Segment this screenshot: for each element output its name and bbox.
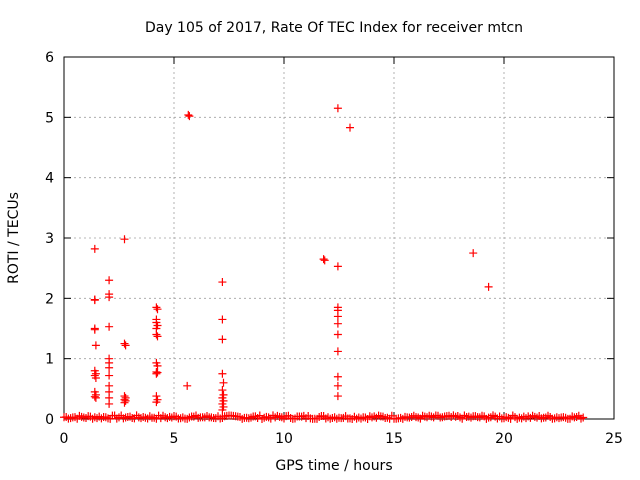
data-point	[333, 330, 342, 339]
data-points	[60, 104, 588, 423]
data-point	[333, 381, 342, 390]
data-point	[579, 413, 588, 422]
data-point	[184, 110, 193, 119]
data-point	[152, 330, 161, 339]
x-tick-label: 25	[605, 431, 623, 447]
x-tick-label: 5	[170, 431, 179, 447]
data-point	[152, 369, 161, 378]
x-tick-label: 15	[385, 431, 403, 447]
data-point	[90, 296, 99, 305]
data-point	[218, 278, 227, 287]
data-point	[183, 381, 192, 390]
data-point	[152, 398, 161, 407]
data-point	[105, 293, 114, 302]
data-point	[484, 282, 493, 291]
chart-title: Day 105 of 2017, Rate Of TEC Index for r…	[145, 20, 523, 36]
data-point	[333, 262, 342, 271]
data-point	[120, 235, 129, 244]
grid	[64, 57, 614, 419]
data-point	[333, 312, 342, 321]
data-point	[218, 405, 227, 414]
data-point	[105, 276, 114, 285]
data-point	[333, 392, 342, 401]
y-tick-label: 4	[45, 171, 54, 187]
data-point	[333, 347, 342, 356]
x-tick-label: 20	[495, 431, 513, 447]
axis-ticks: 0 5 10 15 20 25 0 1 2 3 4 5 6	[45, 50, 623, 447]
data-point	[320, 256, 329, 265]
data-point	[185, 112, 194, 121]
data-point	[346, 123, 354, 132]
data-point	[120, 398, 129, 407]
data-point	[218, 315, 227, 324]
data-point	[90, 325, 99, 334]
x-axis-label: GPS time / hours	[275, 458, 392, 474]
data-point	[153, 332, 162, 341]
x-tick-label: 0	[60, 431, 69, 447]
data-point	[219, 378, 228, 387]
data-point	[90, 244, 99, 253]
data-point	[121, 396, 130, 405]
y-tick-label: 5	[45, 110, 54, 126]
y-tick-label: 0	[45, 412, 54, 428]
data-point	[153, 368, 162, 377]
data-point	[218, 369, 227, 378]
data-point	[218, 335, 227, 344]
y-tick-label: 1	[45, 352, 54, 368]
data-point	[333, 319, 342, 328]
data-point	[105, 399, 114, 408]
y-tick-label: 3	[45, 231, 54, 247]
y-tick-label: 2	[45, 291, 54, 307]
data-point	[105, 322, 114, 331]
data-point	[82, 413, 90, 422]
data-point	[153, 305, 162, 314]
data-point	[469, 249, 478, 258]
data-point	[152, 303, 161, 312]
data-point	[120, 339, 129, 348]
data-point	[105, 371, 114, 380]
data-point	[333, 372, 342, 381]
data-point	[91, 341, 100, 350]
data-point	[90, 392, 99, 401]
data-point	[105, 363, 114, 372]
data-point	[91, 373, 100, 382]
data-point	[91, 393, 100, 402]
data-point	[218, 386, 227, 395]
y-tick-label: 6	[45, 50, 54, 66]
x-tick-label: 10	[275, 431, 293, 447]
data-point	[319, 255, 328, 264]
y-axis-label: ROTI / TECUs	[6, 192, 22, 284]
data-point	[121, 341, 130, 350]
data-point	[333, 104, 342, 113]
